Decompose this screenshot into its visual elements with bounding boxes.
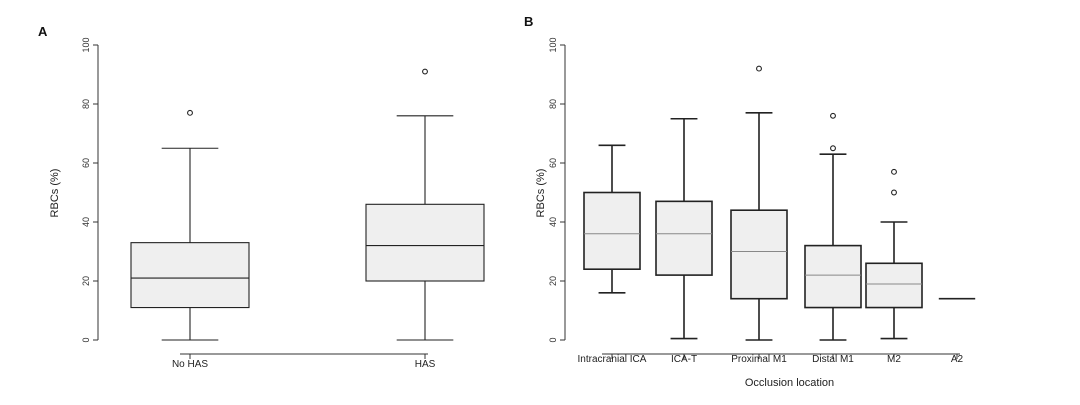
iqr-box [865, 262, 923, 309]
x-tick-label: Proximal M1 [731, 354, 787, 365]
iqr-box [365, 203, 485, 282]
iqr-box [583, 191, 641, 270]
y-tick-label: 100 [81, 37, 91, 52]
outlier-point [187, 109, 193, 116]
y-tick-label: 80 [548, 99, 558, 109]
y-tick-label: 40 [81, 217, 91, 227]
box-proximal-m1: Proximal M1 [730, 65, 788, 365]
x-tick-label: ICA-T [671, 354, 697, 365]
iqr-box [130, 242, 250, 309]
box-intracranial-ica: Intracranial ICA [578, 144, 647, 365]
y-tick-label: 80 [81, 99, 91, 109]
iqr-box [804, 244, 862, 309]
y-tick-label: 0 [81, 337, 91, 342]
outlier-point [891, 189, 897, 196]
outlier-point [756, 65, 762, 72]
box-a2: A2 [938, 297, 976, 365]
box-m2: M2 [865, 168, 923, 365]
outlier-point [830, 145, 836, 152]
y-tick-label: 60 [81, 158, 91, 168]
y-axis-label: RBCs (%) [49, 169, 61, 218]
iqr-box [655, 200, 713, 276]
y-axis-label: RBCs (%) [535, 169, 547, 218]
x-tick-label: No HAS [172, 359, 208, 370]
y-tick-label: 100 [548, 37, 558, 52]
box-ica-t: ICA-T [655, 117, 713, 365]
box-no-has: No HAS [130, 109, 250, 370]
x-tick-label: A2 [951, 354, 964, 365]
outlier-point [422, 68, 428, 75]
panel-a: A 0 20 40 60 80 100 RBCs (%) No HAS HAS [38, 24, 485, 370]
outlier-point [891, 168, 897, 175]
y-tick-label: 20 [548, 276, 558, 286]
y-tick-label: 40 [548, 217, 558, 227]
outlier-point [830, 112, 836, 119]
x-tick-label: Intracranial ICA [578, 354, 647, 365]
y-tick-label: 20 [81, 276, 91, 286]
box-has: HAS [365, 68, 485, 370]
x-tick-label: HAS [415, 359, 436, 370]
panel-letter: B [524, 14, 533, 29]
x-axis-label: Occlusion location [745, 377, 834, 389]
panel-letter: A [38, 24, 48, 39]
y-tick-label: 0 [548, 337, 558, 342]
x-tick-label: Distal M1 [812, 354, 854, 365]
y-tick-label: 60 [548, 158, 558, 168]
panel-b: B 0 20 40 60 80 100 RBCs (%) Occlusion location I… [524, 14, 976, 389]
box-distal-m1: Distal M1 [804, 112, 862, 365]
x-tick-label: M2 [887, 354, 901, 365]
iqr-box [730, 209, 788, 300]
